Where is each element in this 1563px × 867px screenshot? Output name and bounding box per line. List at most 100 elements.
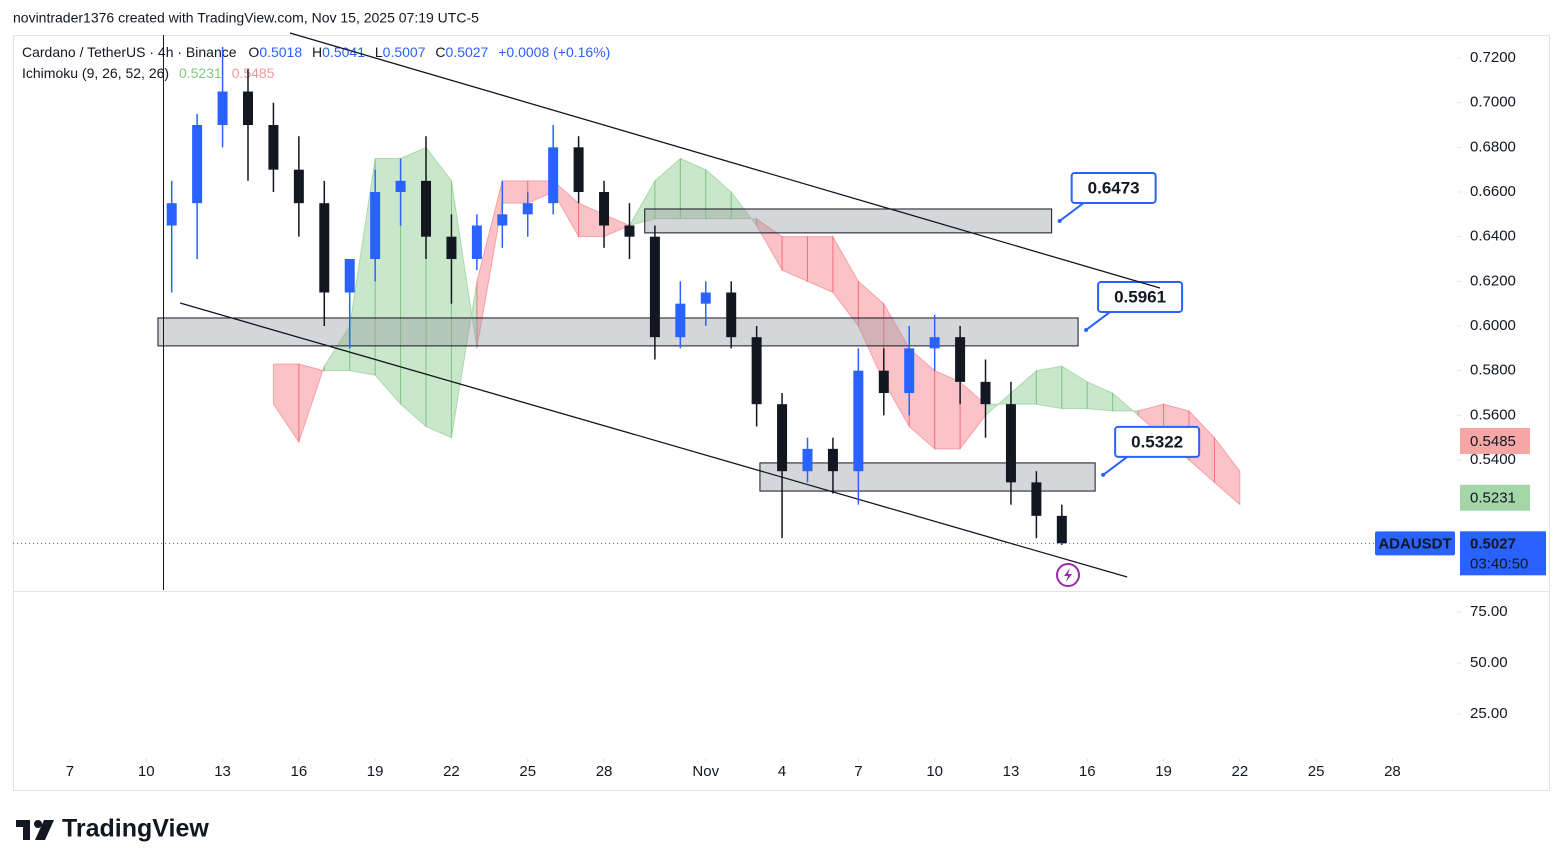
candle-body [166, 203, 177, 226]
cloud-segment [298, 363, 325, 443]
countdown: 03:40:50 [1470, 555, 1528, 572]
change: +0.0008 (+0.16%) [498, 44, 610, 60]
ohlc-value: 0.5018 [259, 44, 302, 60]
candle-body [624, 225, 635, 237]
candle-body [853, 370, 864, 472]
channel-line [289, 32, 1161, 289]
cloud-segment [425, 145, 452, 439]
indicator-value: 0.5231 [179, 65, 222, 81]
candle-body [802, 448, 813, 472]
last-price-box [1460, 531, 1546, 576]
alert-icon [1056, 563, 1080, 587]
callout-dot [1084, 327, 1089, 332]
ohlc-key: L [375, 44, 383, 60]
x-tick-label: 28 [1384, 763, 1401, 780]
candle-body [777, 404, 788, 472]
price-marker [1460, 484, 1530, 511]
callout-box [1114, 425, 1201, 458]
legend-symbol: Cardano / TetherUS · 4h · Binance O0.501… [22, 44, 610, 60]
cloud-segment [1035, 365, 1063, 410]
cloud-segment [857, 280, 885, 383]
cloud-segment [400, 146, 427, 428]
candle-body [548, 147, 559, 204]
candle-body [599, 192, 610, 226]
x-tick-label: Nov [692, 763, 719, 780]
cloud-segment [832, 234, 859, 328]
callout-dot [1101, 472, 1106, 477]
x-tick-label: 19 [1155, 763, 1172, 780]
ohlc-key: H [312, 44, 322, 60]
cloud-segment [756, 217, 783, 273]
candle-body [700, 292, 711, 304]
callout-label: 0.6473 [1088, 178, 1140, 197]
legend-indicator: Ichimoku (9, 26, 52, 26) 0.5231 0.5485 [22, 65, 275, 81]
candle-body [370, 192, 381, 260]
ohlc-key: C [435, 44, 445, 60]
symbol-tag [1375, 531, 1455, 556]
cloud-segment [349, 158, 376, 376]
y-tick-label: 25.00 [1470, 705, 1508, 722]
x-tick-label: 13 [214, 763, 231, 780]
cloud-segment [1086, 381, 1114, 412]
price-marker-label: 0.5485 [1470, 433, 1516, 450]
x-tick-label: 16 [1079, 763, 1096, 780]
candle-body [1005, 404, 1016, 483]
cloud-segment [679, 157, 707, 220]
x-tick-label: 10 [926, 763, 943, 780]
x-tick-label: 16 [291, 763, 308, 780]
candle-body [649, 236, 660, 338]
candle-body [421, 180, 432, 237]
x-tick-label: 4 [778, 763, 786, 780]
candle-body [878, 370, 889, 394]
cloud-segment [654, 157, 681, 220]
candle-body [242, 91, 253, 126]
ohlc-key: O [248, 44, 259, 60]
x-tick-label: 7 [66, 763, 74, 780]
y-tick-label: 0.6800 [1470, 138, 1516, 155]
callout-dot [1057, 218, 1062, 223]
cloud-segment [1112, 391, 1139, 417]
candle-body [675, 303, 686, 338]
candle-body [522, 203, 533, 215]
zone [644, 208, 1053, 234]
cloud-segment [501, 180, 529, 204]
candle-body [573, 147, 584, 193]
candle-body [1056, 515, 1067, 544]
candle-body [192, 125, 203, 204]
channel-line [179, 302, 1128, 578]
candle-body [395, 180, 406, 193]
zone [157, 317, 1079, 347]
x-tick-label: 25 [519, 763, 536, 780]
attribution: novintrader1376 created with TradingView… [13, 10, 479, 26]
y-tick-label: 0.6000 [1470, 317, 1516, 334]
cloud-segment [806, 236, 834, 294]
y-tick-label: 0.5600 [1470, 406, 1516, 423]
x-tick-label: 22 [1232, 763, 1249, 780]
y-tick-label: 50.00 [1470, 654, 1508, 671]
y-tick-label: 0.7000 [1470, 94, 1516, 111]
indicator: Ichimoku (9, 26, 52, 26) [22, 65, 169, 81]
y-tick-label: 0.7200 [1470, 49, 1516, 66]
candle-body [319, 203, 330, 293]
x-tick-label: 28 [596, 763, 613, 780]
x-tick-label: 7 [854, 763, 862, 780]
candle-body [217, 91, 228, 126]
cloud-segment [705, 168, 732, 220]
candle-body [980, 381, 991, 405]
cloud-segment [628, 178, 656, 227]
cloud-segment [272, 363, 300, 444]
x-tick-label: 13 [1003, 763, 1020, 780]
y-tick-label: 0.6400 [1470, 228, 1516, 245]
y-tick-label: 0.6200 [1470, 272, 1516, 289]
candle-body [904, 348, 915, 394]
candle-body [497, 214, 508, 226]
cloud-segment [934, 369, 961, 450]
cloud-segment [1061, 365, 1088, 410]
price-marker [1460, 428, 1530, 455]
candle-body [344, 259, 355, 293]
callout-pointer [1059, 202, 1085, 222]
x-tick-label: 19 [367, 763, 384, 780]
candle-body [293, 169, 304, 204]
callout-pointer [1085, 311, 1111, 331]
candle-body [955, 337, 966, 382]
